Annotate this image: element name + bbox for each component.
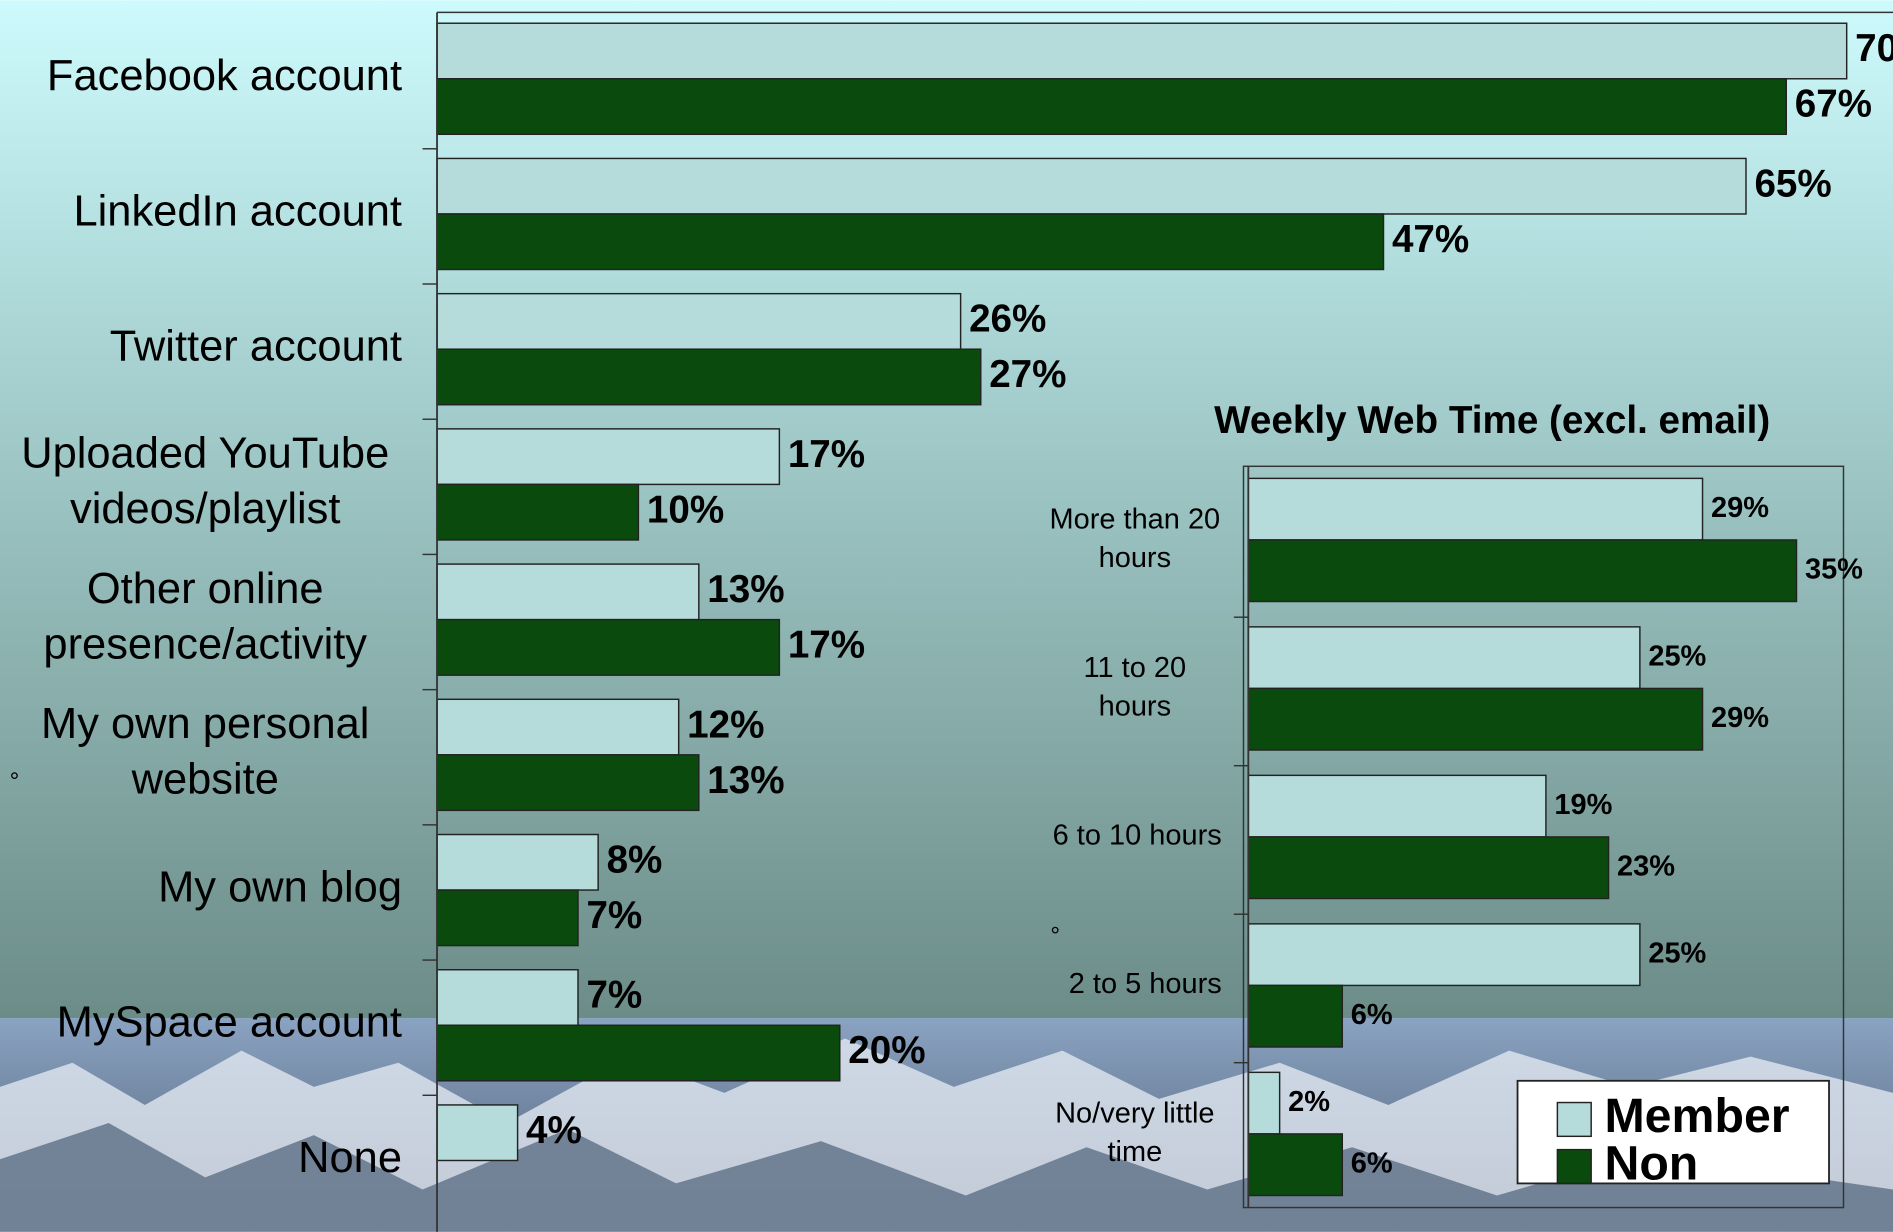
inset-title: Weekly Web Time (excl. email): [1214, 399, 1770, 442]
legend-label: Member: [1604, 1089, 1789, 1143]
bar: [436, 483, 640, 541]
value-label: 65%: [1754, 162, 1831, 205]
bar: [1247, 774, 1547, 838]
category-label: 6 to 10 hours: [1053, 820, 1222, 852]
legend-swatch: [1556, 1148, 1592, 1185]
bar: [436, 22, 1848, 80]
category-label: My own personal website: [41, 701, 369, 805]
value-label: 20%: [848, 1029, 925, 1072]
category-label: My own blog: [158, 864, 402, 912]
category-label: 2 to 5 hours: [1069, 968, 1222, 1000]
bar: [436, 157, 1747, 215]
value-label: 29%: [1711, 702, 1769, 734]
bar: [1247, 923, 1641, 987]
value-label: 27%: [989, 353, 1066, 396]
value-label: 47%: [1392, 218, 1469, 261]
value-label: 6%: [1351, 999, 1393, 1031]
bar: [1247, 626, 1641, 690]
bar: [1247, 1071, 1281, 1135]
stray-mark: °: [10, 768, 20, 795]
category-label: MySpace account: [57, 999, 402, 1047]
value-label: 17%: [788, 624, 865, 667]
category-label: Facebook account: [47, 52, 402, 100]
value-label: 67%: [1795, 83, 1872, 126]
bar: [436, 1024, 841, 1082]
bar: [436, 618, 781, 676]
bar: [436, 889, 579, 947]
bar: [436, 292, 962, 350]
value-label: 2%: [1288, 1086, 1330, 1118]
value-label: 17%: [788, 433, 865, 476]
bar: [436, 1104, 519, 1162]
value-label: 25%: [1648, 640, 1706, 672]
value-label: 70%: [1855, 27, 1893, 70]
category-label: More than 20 hours: [1049, 503, 1220, 574]
bar: [436, 563, 700, 621]
category-label: 11 to 20 hours: [1084, 652, 1187, 723]
value-label: 25%: [1648, 937, 1706, 969]
category-label: No/very little time: [1055, 1097, 1214, 1168]
stray-mark: °: [1050, 923, 1060, 950]
value-label: 10%: [647, 488, 724, 531]
bar: [436, 428, 781, 486]
legend-swatch: [1556, 1101, 1592, 1138]
value-label: 12%: [687, 703, 764, 746]
bar: [436, 698, 680, 756]
value-label: 26%: [969, 298, 1046, 341]
bar: [1247, 836, 1610, 900]
value-label: 13%: [707, 568, 784, 611]
bar: [1247, 984, 1344, 1048]
bar: [1247, 1133, 1344, 1197]
value-label: 7%: [586, 894, 642, 937]
category-label: Uploaded YouTube videos/playlist: [21, 430, 389, 534]
value-label: 8%: [607, 838, 663, 881]
bar: [436, 754, 700, 812]
value-label: 4%: [526, 1109, 582, 1152]
value-label: 6%: [1351, 1147, 1393, 1179]
bar: [1247, 687, 1704, 751]
category-label: Twitter account: [110, 323, 402, 371]
mountain-shadow: [0, 1123, 1893, 1232]
legend-label: Non: [1604, 1136, 1698, 1190]
value-label: 19%: [1554, 789, 1612, 821]
category-label: Other online presence/activity: [43, 565, 367, 669]
category-label: None: [298, 1134, 402, 1182]
bar: [436, 78, 1787, 136]
bar: [436, 969, 579, 1026]
value-label: 23%: [1617, 850, 1675, 882]
bar: [436, 348, 982, 406]
bar: [1247, 477, 1704, 541]
value-label: 29%: [1711, 492, 1769, 524]
value-label: 35%: [1805, 553, 1863, 585]
category-label: LinkedIn account: [73, 187, 402, 235]
value-label: 13%: [707, 759, 784, 802]
value-label: 7%: [586, 974, 642, 1017]
inset-frame: [1242, 465, 1845, 1209]
bar: [436, 213, 1385, 271]
bar: [1247, 539, 1798, 603]
bar: [436, 833, 599, 891]
